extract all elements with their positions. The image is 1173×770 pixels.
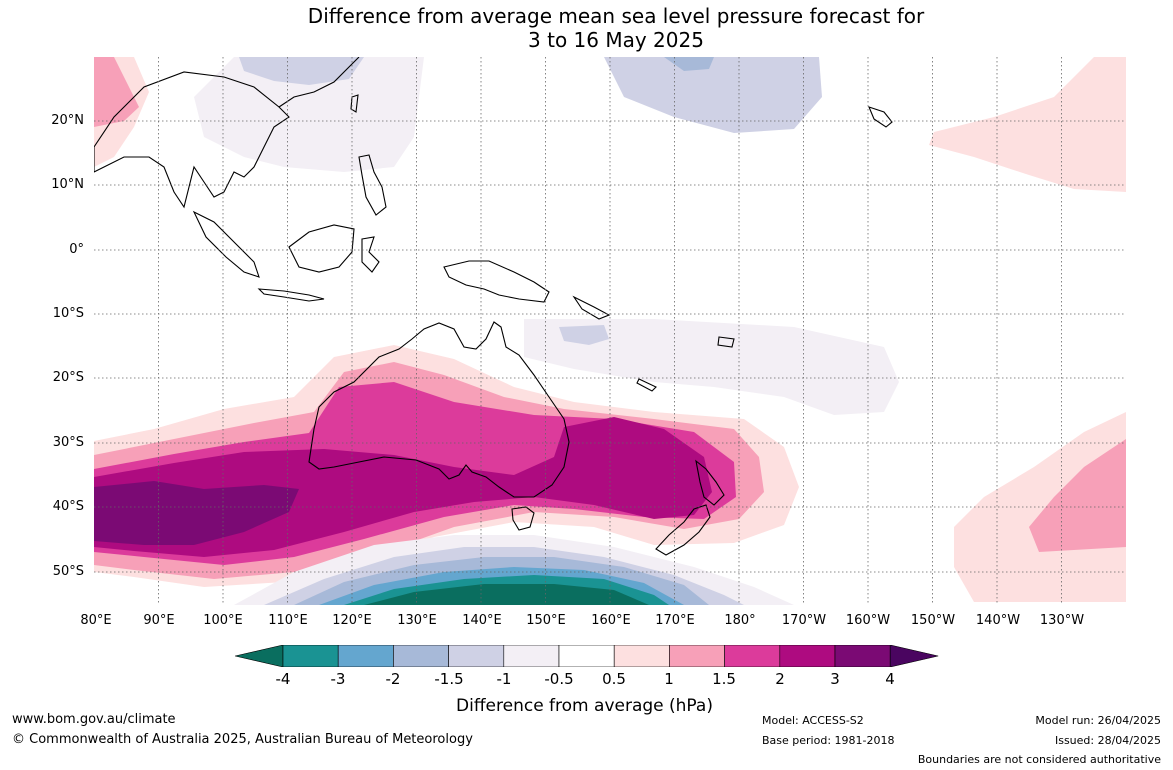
colorbar-tick: 1.5 <box>712 670 736 688</box>
colorbar-tick: -4 <box>275 670 291 688</box>
colorbar-tick: -2 <box>385 670 401 688</box>
colorbar-swatch <box>834 645 891 667</box>
title-line-1: Difference from average mean sea level p… <box>307 4 925 28</box>
lat-label: 20°S <box>52 370 84 385</box>
lat-label: 10°S <box>52 306 84 321</box>
map-canvas <box>94 57 1126 605</box>
map-title: Difference from average mean sea level p… <box>0 4 1173 52</box>
copyright-text: © Commonwealth of Australia 2025, Austra… <box>12 732 473 747</box>
sulawesi-coastline <box>361 236 380 273</box>
new-caledonia <box>636 378 657 392</box>
colorbar-tick: 3 <box>830 670 840 688</box>
negative-anomaly-nne <box>604 57 822 133</box>
lon-label: 130°W <box>1039 613 1085 628</box>
colorbar-tick: -1 <box>496 670 512 688</box>
base-period: Base period: 1981-2018 <box>762 734 895 747</box>
colorbar-tick: 1 <box>664 670 674 688</box>
nz-south-island <box>655 504 711 556</box>
australia-coastline <box>308 321 570 498</box>
new-guinea-coastline <box>443 260 550 303</box>
colorbar-swatch <box>393 645 449 667</box>
taiwan-coastline <box>350 94 359 113</box>
colorbar <box>235 645 939 667</box>
lon-label: 150°W <box>910 613 956 628</box>
lon-label: 170°W <box>781 613 827 628</box>
sumatra-coastline <box>192 210 260 278</box>
colorbar-label: Difference from average (hPa) <box>456 696 713 716</box>
website-link[interactable]: www.bom.gov.au/climate <box>12 712 176 727</box>
colorbar-tick: -1.5 <box>434 670 464 688</box>
positive-band-4 <box>94 481 299 545</box>
lon-label: 140°E <box>462 613 502 628</box>
lon-label: 160°W <box>845 613 891 628</box>
lat-label: 30°S <box>52 435 84 450</box>
colorbar-tick: 2 <box>775 670 785 688</box>
nz-north-island <box>695 459 725 506</box>
boundary-disclaimer: Boundaries are not considered authoritat… <box>917 753 1161 766</box>
positive-anomaly-nw-core <box>94 57 139 127</box>
fiji-islands <box>717 336 735 348</box>
lon-label: 90°E <box>143 613 175 628</box>
lat-label: 20°N <box>51 113 84 128</box>
lat-label: 50°S <box>52 564 84 579</box>
lon-label: 100°E <box>203 613 243 628</box>
lon-label: 180° <box>724 613 756 628</box>
colorbar-swatch <box>669 645 725 667</box>
negative-anomaly-nne-core <box>664 57 714 71</box>
positive-anomaly-se-core <box>1029 439 1126 552</box>
negative-anomaly-north-core <box>239 57 364 85</box>
colorbar-swatch <box>337 645 394 667</box>
colorbar-swatch <box>448 645 505 667</box>
title-line-2: 3 to 16 May 2025 <box>528 28 704 52</box>
model-name: Model: ACCESS-S2 <box>762 714 864 727</box>
colorbar-extend-high <box>889 645 939 667</box>
positive-anomaly-ne <box>929 57 1126 192</box>
lon-label: 110°E <box>268 613 308 628</box>
colorbar-swatch <box>613 645 670 667</box>
lon-label: 120°E <box>332 613 372 628</box>
graticule <box>94 57 1126 605</box>
negative-band-4 <box>364 584 649 605</box>
negative-anomaly-pacific <box>524 319 899 415</box>
borneo-coastline <box>288 224 355 273</box>
lon-label: 160°E <box>591 613 631 628</box>
issued-date: Issued: 28/04/2025 <box>1054 734 1161 747</box>
lat-label: 40°S <box>52 499 84 514</box>
colorbar-swatch <box>503 645 560 667</box>
solomon-islands <box>572 295 611 320</box>
colorbar-tick: 0.5 <box>602 670 626 688</box>
lon-label: 170°E <box>655 613 695 628</box>
model-run-date: Model run: 26/04/2025 <box>1035 714 1161 727</box>
colorbar-extend-low <box>235 645 284 667</box>
hawaii-islands <box>868 106 893 128</box>
colorbar-tick: -3 <box>330 670 346 688</box>
lon-label: 150°E <box>526 613 566 628</box>
lon-label: 140°W <box>975 613 1021 628</box>
colorbar-swatch <box>779 645 836 667</box>
colorbar-swatch <box>282 645 339 667</box>
colorbar-swatch <box>558 645 615 667</box>
pressure-anomaly-map <box>94 57 1126 605</box>
java-coastline <box>257 288 325 302</box>
philippines-coastline <box>358 154 387 216</box>
lat-label: 0° <box>69 242 84 257</box>
colorbar-swatch <box>724 645 781 667</box>
lon-label: 80°E <box>80 613 112 628</box>
negative-anomaly-pacific-core <box>559 325 609 345</box>
china-coastline <box>278 57 360 108</box>
se-asia-coastline <box>94 71 290 209</box>
colorbar-tick: -0.5 <box>544 670 574 688</box>
lat-label: 10°N <box>51 177 84 192</box>
colorbar-tick: 4 <box>885 670 895 688</box>
lon-label: 130°E <box>397 613 437 628</box>
